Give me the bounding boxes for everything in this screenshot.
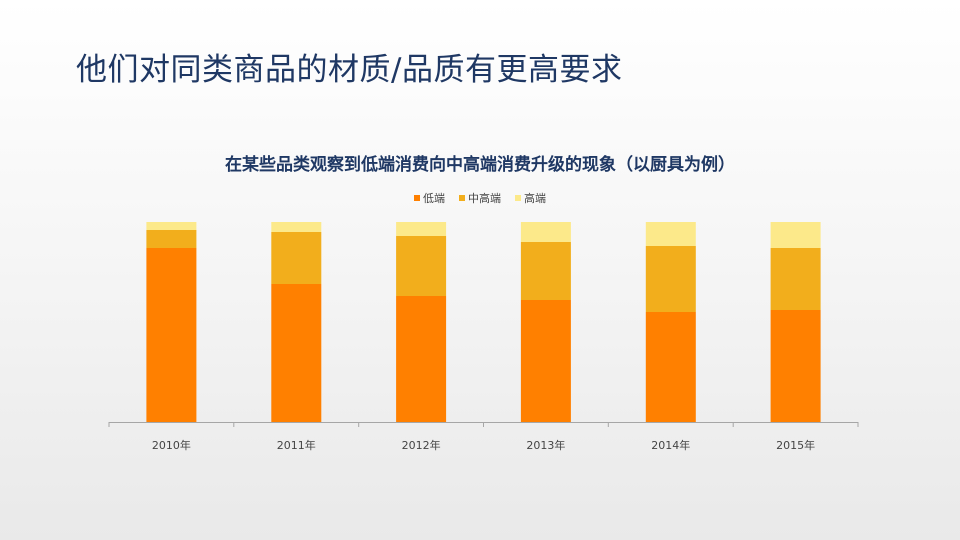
bar-segment-low-2 (396, 296, 447, 422)
legend-label-high: 高端 (524, 192, 546, 205)
x-axis (108, 422, 859, 427)
slide-title: 他们对同类商品的材质/品质有更高要求 (76, 52, 623, 88)
bar-segment-low-5 (770, 310, 821, 422)
bar-segment-high-4 (645, 222, 696, 246)
x-tick-label-1: 2011年 (277, 438, 316, 452)
x-tick-labels: 2010年 2011年 2012年 2013年 2014年 2015年 (152, 438, 815, 452)
legend-item-low: 低端 (414, 190, 445, 206)
bar-segment-low-1 (271, 284, 322, 422)
bar-segment-low-0 (146, 248, 197, 422)
bar-segment-low-3 (520, 300, 571, 422)
legend-swatch-low (414, 195, 420, 201)
bar-segment-high-5 (770, 222, 821, 248)
bar-segment-midhigh-3 (520, 242, 571, 300)
legend-label-midhigh: 中高端 (468, 192, 501, 205)
bar-segment-high-1 (271, 222, 322, 232)
bar-segment-midhigh-4 (645, 246, 696, 312)
x-tick-label-4: 2014年 (651, 438, 690, 452)
legend-item-midhigh: 中高端 (459, 190, 501, 206)
bar-segment-high-0 (146, 222, 197, 230)
bar-segment-low-4 (645, 312, 696, 422)
x-tick-label-3: 2013年 (526, 438, 565, 452)
bars-group (146, 222, 821, 422)
bar-segment-midhigh-5 (770, 248, 821, 310)
chart-legend: 低端 中高端 高端 (0, 190, 960, 206)
legend-label-low: 低端 (423, 192, 445, 205)
x-tick-label-2: 2012年 (402, 438, 441, 452)
legend-item-high: 高端 (515, 190, 546, 206)
chart-title: 在某些品类观察到低端消费向中高端消费升级的现象（以厨具为例） (225, 155, 735, 175)
x-tick-label-5: 2015年 (776, 438, 815, 452)
bar-segment-high-2 (396, 222, 447, 236)
x-tick-label-0: 2010年 (152, 438, 191, 452)
legend-swatch-high (515, 195, 521, 201)
bar-segment-high-3 (520, 222, 571, 242)
legend-swatch-midhigh (459, 195, 465, 201)
bar-segment-midhigh-2 (396, 236, 447, 296)
bar-segment-midhigh-1 (271, 232, 322, 284)
bar-segment-midhigh-0 (146, 230, 197, 248)
